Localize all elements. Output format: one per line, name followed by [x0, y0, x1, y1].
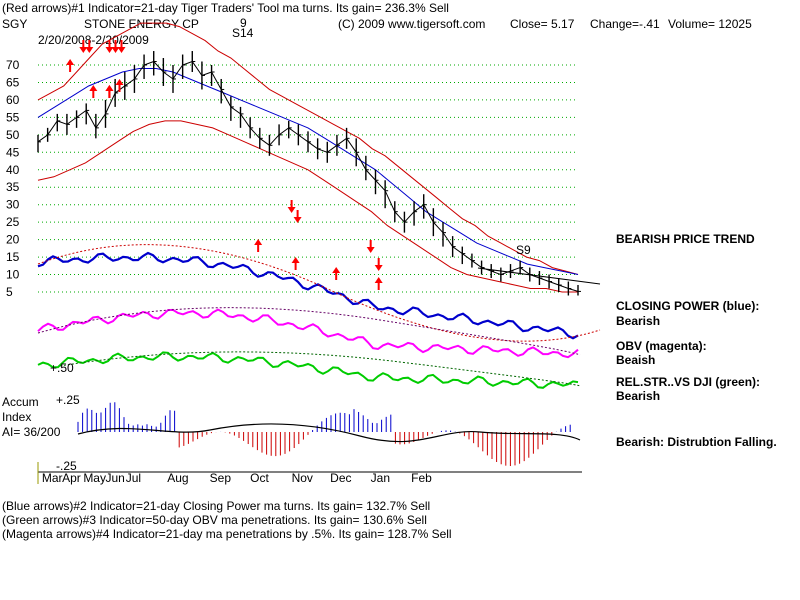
- sell-arrow-head: [117, 47, 126, 53]
- lower-band-line: [37, 120, 578, 293]
- y-tick-label: 20: [6, 233, 20, 247]
- rel-strength-line: [37, 351, 579, 389]
- buy-arrow-head: [105, 85, 114, 91]
- obv-ma: [37, 307, 581, 356]
- close-value: Close= 5.17: [510, 17, 575, 31]
- indicator-lines: [37, 244, 601, 389]
- y-tick-label: 10: [6, 268, 20, 282]
- trend-label: BEARISH PRICE TREND: [616, 232, 755, 246]
- accum-ma-line: [77, 423, 581, 443]
- date-range: 2/20/2008-2/20/2009: [38, 33, 149, 47]
- volume-value: Volume= 12025: [668, 17, 752, 31]
- buy-arrow-head: [291, 257, 300, 263]
- y-tick-label: 55: [6, 110, 20, 124]
- s14-label: S14: [232, 26, 254, 40]
- sell-arrow-head: [293, 217, 302, 223]
- closing-power-ma: [37, 244, 601, 342]
- x-tick-label: Jun: [106, 471, 125, 485]
- y-tick-label: 60: [6, 93, 20, 107]
- sell-arrow-head: [79, 47, 88, 53]
- sell-arrow-head: [287, 207, 296, 213]
- sell-arrow-head: [105, 47, 114, 53]
- y-tick-label: 30: [6, 198, 20, 212]
- ticker-symbol: SGY: [2, 17, 27, 31]
- x-tick-label: Nov: [292, 471, 313, 485]
- closing-power-line: [37, 251, 579, 340]
- x-tick-label: Feb: [411, 471, 432, 485]
- rel-strength-ma: [59, 351, 581, 387]
- buy-arrow-head: [374, 277, 383, 283]
- rs-title: REL.STR..VS DJI (green):: [616, 375, 760, 389]
- upper-band-line: [37, 22, 579, 275]
- y-tick-label: 70: [6, 58, 20, 72]
- obv-line: [37, 308, 579, 359]
- y-tick-label: 5: [6, 285, 13, 299]
- distribution-label: Bearish: Distrubtion Falling.: [616, 435, 777, 449]
- trend-line: [477, 267, 601, 285]
- y-tick-label: 35: [6, 180, 20, 194]
- y-tick-label: 15: [6, 250, 20, 264]
- price-bars: [37, 51, 601, 296]
- accum-label-3: AI= 36/200: [2, 425, 61, 439]
- accum-label-1: Accum: [2, 395, 39, 409]
- x-tick-label: Mar: [42, 471, 63, 485]
- y-tick-label: 45: [6, 145, 20, 159]
- price-close-line: [37, 60, 579, 292]
- ma50-line: [37, 68, 579, 275]
- buy-arrow-head: [89, 85, 98, 91]
- x-tick-label: Jul: [126, 471, 141, 485]
- indicator-4-text: (Magenta arrows)#4 Indicator=21-day ma p…: [2, 527, 452, 541]
- indicator-1-text: (Red arrows)#1 Indicator=21-day Tiger Tr…: [2, 1, 449, 15]
- indicator-3-text: (Green arrows)#3 Indicator=50-day OBV ma…: [2, 513, 427, 527]
- buy-arrow-head: [254, 239, 263, 245]
- cp-value: Bearish: [616, 314, 660, 328]
- x-tick-label: May: [83, 471, 106, 485]
- accum-plus25-label: +.25: [56, 393, 80, 407]
- accum-index-histogram: [77, 402, 581, 467]
- company-name: STONE ENERGY CP: [84, 17, 199, 31]
- x-tick-label: Dec: [330, 471, 351, 485]
- price-bands: [37, 22, 579, 293]
- x-tick-label: Apr: [62, 471, 81, 485]
- y-tick-label: 40: [6, 163, 20, 177]
- y-tick-label: 65: [6, 75, 20, 89]
- copyright: (C) 2009 www.tigersoft.com: [338, 17, 485, 31]
- obv-title: OBV (magenta):: [616, 339, 707, 353]
- y-tick-label: 50: [6, 128, 20, 142]
- rs-value: Bearish: [616, 389, 660, 403]
- price-y-ticks: 70 65 60 55 50 45 40 35 30 25 20 15 10 5: [6, 58, 20, 299]
- buy-arrow-head: [115, 79, 124, 85]
- s14-nine: 9: [240, 16, 247, 30]
- x-tick-label: Aug: [167, 471, 188, 485]
- signal-arrows: [66, 40, 383, 290]
- indicator-2-text: (Blue arrows)#2 Indicator=21-day Closing…: [2, 499, 430, 513]
- sell-arrow-head: [111, 47, 120, 53]
- s9-label: S9: [516, 243, 531, 257]
- x-tick-label: Oct: [250, 471, 269, 485]
- buy-arrow-head: [332, 267, 341, 273]
- change-value: Change=-.41: [590, 17, 660, 31]
- accum-minus25-label: -.25: [56, 459, 77, 473]
- sell-arrow-head: [85, 47, 94, 53]
- month-axis: Mar Apr May Jun Jul Aug Sep Oct Nov Dec Jan Feb: [38, 471, 582, 485]
- buy-arrow-head: [66, 59, 75, 65]
- cp-title: CLOSING POWER (blue):: [616, 299, 759, 313]
- rs-plus50-label: +.50: [50, 361, 74, 375]
- sell-arrow-head: [374, 265, 383, 271]
- y-tick-label: 25: [6, 215, 20, 229]
- accum-label-2: Index: [2, 410, 31, 424]
- sell-arrow-head: [366, 247, 375, 253]
- x-tick-label: Sep: [210, 471, 232, 485]
- x-tick-label: Jan: [371, 471, 390, 485]
- obv-value: Beaish: [616, 353, 655, 367]
